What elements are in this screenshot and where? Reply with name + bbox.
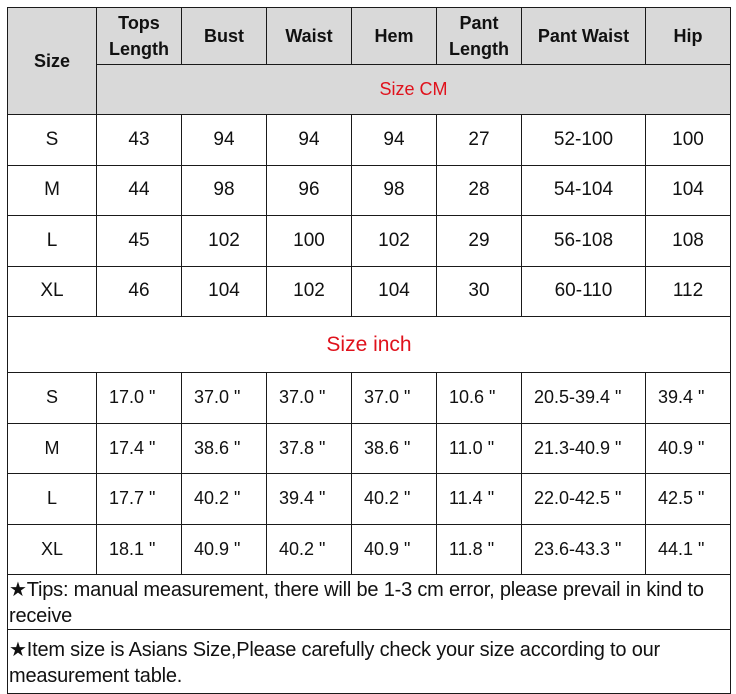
value-cell: 98 bbox=[351, 164, 437, 216]
header-bust: Bust bbox=[181, 7, 267, 65]
value-cell: 40.2 " bbox=[181, 473, 267, 525]
value-cell: 104 bbox=[181, 265, 267, 317]
value-cell: 40.2 " bbox=[351, 473, 437, 525]
size-cm-label: Size CM bbox=[96, 64, 731, 115]
value-cell: 102 bbox=[351, 215, 437, 267]
size-cell: S bbox=[7, 372, 97, 424]
size-cell: M bbox=[7, 164, 97, 216]
table-row: XL 46 104 102 104 30 60-110 112 bbox=[7, 265, 731, 317]
value-cell: 17.4 " bbox=[96, 422, 182, 474]
value-cell: 11.0 " bbox=[436, 422, 522, 474]
value-cell: 40.9 " bbox=[181, 523, 267, 575]
value-cell: 108 bbox=[645, 215, 731, 267]
value-cell: 96 bbox=[266, 164, 352, 216]
value-cell: 44 bbox=[96, 164, 182, 216]
value-cell: 100 bbox=[266, 215, 352, 267]
value-cell: 17.7 " bbox=[96, 473, 182, 525]
table-row: M 17.4 " 38.6 " 37.8 " 38.6 " 11.0 " 21.3-40.9… bbox=[7, 422, 731, 474]
value-cell: 22.0-42.5 " bbox=[521, 473, 646, 525]
value-cell: 37.0 " bbox=[351, 372, 437, 424]
value-cell: 30 bbox=[436, 265, 522, 317]
value-cell: 100 bbox=[645, 114, 731, 166]
size-chart-table: Size Tops Length Bust Waist Hem Pant Lengt… bbox=[7, 7, 731, 694]
value-cell: 37.0 " bbox=[181, 372, 267, 424]
size-cell: XL bbox=[7, 523, 97, 575]
header-hip: Hip bbox=[645, 7, 731, 65]
value-cell: 40.2 " bbox=[266, 523, 352, 575]
table-row: L 17.7 " 40.2 " 39.4 " 40.2 " 11.4 " 22.0-42.5… bbox=[7, 473, 731, 525]
value-cell: 27 bbox=[436, 114, 522, 166]
header-text: Length bbox=[449, 39, 509, 59]
note-row: ★Item size is Asians Size,Please careful… bbox=[7, 629, 731, 694]
value-cell: 45 bbox=[96, 215, 182, 267]
tips-note: ★Tips: manual measurement, there will be… bbox=[7, 574, 731, 630]
value-cell: 94 bbox=[266, 114, 352, 166]
table-row: M 44 98 96 98 28 54-104 104 bbox=[7, 164, 731, 216]
value-cell: 10.6 " bbox=[436, 372, 522, 424]
size-inch-label: Size inch bbox=[7, 316, 731, 373]
value-cell: 39.4 " bbox=[645, 372, 731, 424]
header-size: Size bbox=[7, 7, 97, 115]
note-row: ★Tips: manual measurement, there will be… bbox=[7, 574, 731, 630]
value-cell: 102 bbox=[181, 215, 267, 267]
value-cell: 56-108 bbox=[521, 215, 646, 267]
value-cell: 104 bbox=[645, 164, 731, 216]
value-cell: 94 bbox=[181, 114, 267, 166]
size-cell: M bbox=[7, 422, 97, 474]
cm-band-row: Size CM bbox=[8, 64, 731, 115]
value-cell: 39.4 " bbox=[266, 473, 352, 525]
value-cell: 37.0 " bbox=[266, 372, 352, 424]
value-cell: 60-110 bbox=[521, 265, 646, 317]
value-cell: 43 bbox=[96, 114, 182, 166]
asian-size-note: ★Item size is Asians Size,Please careful… bbox=[7, 629, 731, 694]
header-text: Tops bbox=[118, 13, 160, 33]
table-row: S 43 94 94 94 27 52-100 100 bbox=[7, 114, 731, 166]
table-row: XL 18.1 " 40.9 " 40.2 " 40.9 " 11.8 " 23.6-43.… bbox=[7, 523, 731, 575]
header-waist: Waist bbox=[266, 7, 352, 65]
value-cell: 40.9 " bbox=[351, 523, 437, 575]
value-cell: 23.6-43.3 " bbox=[521, 523, 646, 575]
size-cell: L bbox=[7, 215, 97, 267]
value-cell: 52-100 bbox=[521, 114, 646, 166]
size-cell: S bbox=[7, 114, 97, 166]
value-cell: 40.9 " bbox=[645, 422, 731, 474]
header-hem: Hem bbox=[351, 7, 437, 65]
table-row: S 17.0 " 37.0 " 37.0 " 37.0 " 10.6 " 20.5-39.4… bbox=[7, 372, 731, 424]
size-cell: L bbox=[7, 473, 97, 525]
value-cell: 29 bbox=[436, 215, 522, 267]
inch-band-row: Size inch bbox=[7, 316, 731, 373]
value-cell: 46 bbox=[96, 265, 182, 317]
header-tops-length: Tops Length bbox=[96, 7, 182, 65]
value-cell: 98 bbox=[181, 164, 267, 216]
value-cell: 37.8 " bbox=[266, 422, 352, 474]
header-text: Length bbox=[109, 39, 169, 59]
header-pant-length: Pant Length bbox=[436, 7, 522, 65]
value-cell: 44.1 " bbox=[645, 523, 731, 575]
inch-rows: S 17.0 " 37.0 " 37.0 " 37.0 " 10.6 " 20.5-39.4… bbox=[7, 372, 731, 575]
value-cell: 28 bbox=[436, 164, 522, 216]
value-cell: 112 bbox=[645, 265, 731, 317]
value-cell: 94 bbox=[351, 114, 437, 166]
value-cell: 11.4 " bbox=[436, 473, 522, 525]
header-pant-waist: Pant Waist bbox=[521, 7, 646, 65]
value-cell: 20.5-39.4 " bbox=[521, 372, 646, 424]
value-cell: 18.1 " bbox=[96, 523, 182, 575]
value-cell: 21.3-40.9 " bbox=[521, 422, 646, 474]
value-cell: 38.6 " bbox=[181, 422, 267, 474]
header-row: Size Tops Length Bust Waist Hem Pant Lengt… bbox=[7, 7, 731, 115]
value-cell: 54-104 bbox=[521, 164, 646, 216]
size-cell: XL bbox=[7, 265, 97, 317]
header-text: Pant bbox=[459, 13, 499, 33]
cm-rows: S 43 94 94 94 27 52-100 100 M 44 98 96 98 28 54-104 104… bbox=[7, 114, 731, 317]
value-cell: 42.5 " bbox=[645, 473, 731, 525]
value-cell: 17.0 " bbox=[96, 372, 182, 424]
value-cell: 102 bbox=[266, 265, 352, 317]
value-cell: 11.8 " bbox=[436, 523, 522, 575]
table-row: L 45 102 100 102 29 56-108 108 bbox=[7, 215, 731, 267]
value-cell: 38.6 " bbox=[351, 422, 437, 474]
value-cell: 104 bbox=[351, 265, 437, 317]
